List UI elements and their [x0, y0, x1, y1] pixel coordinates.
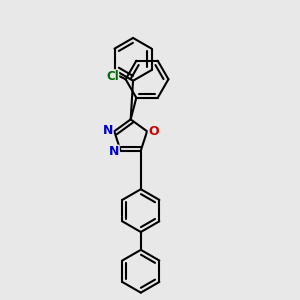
- Text: Cl: Cl: [106, 70, 118, 83]
- Text: N: N: [109, 145, 119, 158]
- Text: N: N: [103, 124, 113, 136]
- Text: O: O: [148, 125, 159, 138]
